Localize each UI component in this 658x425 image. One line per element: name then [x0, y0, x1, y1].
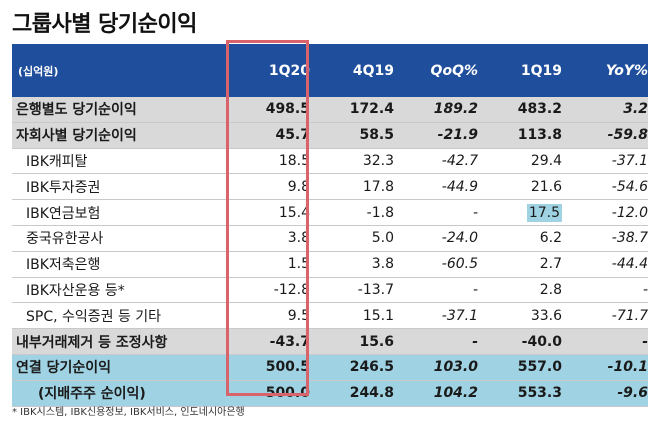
cell-1q20: 500.5: [226, 354, 310, 380]
cell-qoq: -: [394, 277, 478, 303]
cell-4q19: 244.8: [310, 380, 394, 406]
cell-4q19: 15.1: [310, 303, 394, 329]
cell-1q20: 9.8: [226, 174, 310, 200]
cell-1q19: 2.7: [478, 251, 562, 277]
cell-qoq: -: [394, 200, 478, 226]
row-label: 중국유한공사: [12, 225, 226, 251]
cell-1q19: 21.6: [478, 174, 562, 200]
cell-yoy: -: [562, 277, 648, 303]
cell-4q19: 3.8: [310, 251, 394, 277]
cell-4q19: 5.0: [310, 225, 394, 251]
net-income-table: (십억원) 1Q20 4Q19 QoQ% 1Q19 YoY% 은행별도 당기순이…: [12, 44, 648, 407]
table-row: 은행별도 당기순이익 498.5 172.4 189.2 483.2 3.2: [12, 97, 648, 122]
cell-1q19: 29.4: [478, 148, 562, 174]
column-header-1q19: 1Q19: [478, 44, 562, 97]
cell-yoy: -10.1: [562, 354, 648, 380]
cell-1q20: 15.4: [226, 200, 310, 226]
column-header-4q19: 4Q19: [310, 44, 394, 97]
cell-1q19: 483.2: [478, 97, 562, 122]
cell-qoq: -: [394, 329, 478, 355]
cell-yoy: -44.4: [562, 251, 648, 277]
cell-1q19: 113.8: [478, 122, 562, 148]
row-label: IBK연금보험: [12, 200, 226, 226]
footnote: * IBK시스템, IBK신용정보, IBK서비스, 인도네시아은행: [12, 403, 245, 418]
row-label: IBK저축은행: [12, 251, 226, 277]
table-row: 연결 당기순이익 500.5 246.5 103.0 557.0 -10.1: [12, 354, 648, 380]
table-row: 자회사별 당기순이익 45.7 58.5 -21.9 113.8 -59.8: [12, 122, 648, 148]
cell-4q19: -13.7: [310, 277, 394, 303]
cell-1q20: 1.5: [226, 251, 310, 277]
row-label: 연결 당기순이익: [12, 354, 226, 380]
cell-yoy: -37.1: [562, 148, 648, 174]
page-title: 그룹사별 당기순이익: [12, 6, 197, 38]
cell-qoq: -44.9: [394, 174, 478, 200]
cell-qoq: -42.7: [394, 148, 478, 174]
cell-qoq: 103.0: [394, 354, 478, 380]
table-header-row: (십억원) 1Q20 4Q19 QoQ% 1Q19 YoY%: [12, 44, 648, 97]
cell-qoq: 104.2: [394, 380, 478, 406]
row-label: IBK투자증권: [12, 174, 226, 200]
row-label: SPC, 수익증권 등 기타: [12, 303, 226, 329]
cell-qoq: -21.9: [394, 122, 478, 148]
row-label: 자회사별 당기순이익: [12, 122, 226, 148]
column-header-yoy: YoY%: [562, 44, 648, 97]
cell-1q19: -40.0: [478, 329, 562, 355]
cell-yoy: -12.0: [562, 200, 648, 226]
column-header-1q20: 1Q20: [226, 44, 310, 97]
cell-qoq: -60.5: [394, 251, 478, 277]
table-row: IBK투자증권 9.8 17.8 -44.9 21.6 -54.6: [12, 174, 648, 200]
table-row: IBK캐피탈 18.5 32.3 -42.7 29.4 -37.1: [12, 148, 648, 174]
table-row: IBK자산운용 등* -12.8 -13.7 - 2.8 -: [12, 277, 648, 303]
highlighted-value: 17.5: [527, 204, 562, 222]
cell-qoq: -37.1: [394, 303, 478, 329]
cell-yoy: -: [562, 329, 648, 355]
cell-4q19: 58.5: [310, 122, 394, 148]
cell-yoy: 3.2: [562, 97, 648, 122]
table-row: IBK연금보험 15.4 -1.8 - 17.5 -12.0: [12, 200, 648, 226]
cell-1q19: 557.0: [478, 354, 562, 380]
cell-1q20: 498.5: [226, 97, 310, 122]
cell-yoy: -38.7: [562, 225, 648, 251]
cell-1q20: 9.5: [226, 303, 310, 329]
cell-4q19: 17.8: [310, 174, 394, 200]
cell-4q19: 15.6: [310, 329, 394, 355]
row-label: IBK캐피탈: [12, 148, 226, 174]
table-row: 중국유한공사 3.8 5.0 -24.0 6.2 -38.7: [12, 225, 648, 251]
cell-1q20: 18.5: [226, 148, 310, 174]
cell-yoy: -59.8: [562, 122, 648, 148]
cell-1q20: -43.7: [226, 329, 310, 355]
cell-4q19: -1.8: [310, 200, 394, 226]
column-header-qoq: QoQ%: [394, 44, 478, 97]
unit-label: (십억원): [12, 44, 226, 97]
row-label: 내부거래제거 등 조정사항: [12, 329, 226, 355]
row-label: IBK자산운용 등*: [12, 277, 226, 303]
cell-yoy: -54.6: [562, 174, 648, 200]
cell-qoq: 189.2: [394, 97, 478, 122]
cell-1q19: 2.8: [478, 277, 562, 303]
cell-yoy: -9.6: [562, 380, 648, 406]
cell-1q19: 6.2: [478, 225, 562, 251]
cell-1q20: 3.8: [226, 225, 310, 251]
cell-1q20: -12.8: [226, 277, 310, 303]
cell-1q19: 553.3: [478, 380, 562, 406]
table-row: SPC, 수익증권 등 기타 9.5 15.1 -37.1 33.6 -71.7: [12, 303, 648, 329]
cell-4q19: 172.4: [310, 97, 394, 122]
cell-qoq: -24.0: [394, 225, 478, 251]
table-row: IBK저축은행 1.5 3.8 -60.5 2.7 -44.4: [12, 251, 648, 277]
cell-1q19: 17.5: [478, 200, 562, 226]
cell-yoy: -71.7: [562, 303, 648, 329]
row-label: 은행별도 당기순이익: [12, 97, 226, 122]
cell-4q19: 32.3: [310, 148, 394, 174]
cell-1q19: 33.6: [478, 303, 562, 329]
cell-4q19: 246.5: [310, 354, 394, 380]
cell-1q20: 45.7: [226, 122, 310, 148]
table-row: 내부거래제거 등 조정사항 -43.7 15.6 - -40.0 -: [12, 329, 648, 355]
